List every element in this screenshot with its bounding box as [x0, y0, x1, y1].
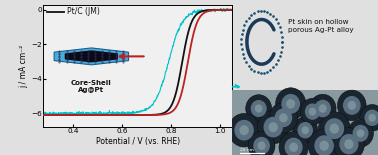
- Text: Pt/C (JM): Pt/C (JM): [67, 7, 100, 16]
- FancyBboxPatch shape: [232, 90, 378, 155]
- Circle shape: [281, 94, 300, 114]
- Circle shape: [330, 124, 339, 134]
- Circle shape: [308, 129, 340, 155]
- Circle shape: [309, 108, 316, 116]
- Circle shape: [360, 105, 378, 131]
- Circle shape: [279, 132, 308, 155]
- Circle shape: [248, 131, 275, 155]
- Circle shape: [319, 141, 329, 151]
- X-axis label: Potential / V (vs. RHE): Potential / V (vs. RHE): [96, 137, 180, 146]
- Circle shape: [253, 137, 270, 155]
- Circle shape: [276, 88, 306, 120]
- Circle shape: [353, 125, 369, 142]
- Text: 20 nm: 20 nm: [240, 148, 254, 152]
- Circle shape: [297, 122, 313, 138]
- Polygon shape: [54, 48, 129, 65]
- Circle shape: [343, 96, 361, 115]
- Circle shape: [357, 129, 364, 137]
- Circle shape: [246, 95, 272, 122]
- Circle shape: [319, 104, 327, 113]
- Polygon shape: [65, 50, 118, 62]
- Circle shape: [268, 122, 278, 132]
- Text: Pt skin on hollow
porous Ag-Pt alloy: Pt skin on hollow porous Ag-Pt alloy: [288, 19, 353, 33]
- Circle shape: [285, 138, 303, 155]
- Circle shape: [234, 120, 254, 141]
- Circle shape: [348, 120, 373, 147]
- Circle shape: [257, 110, 289, 144]
- Circle shape: [251, 100, 267, 117]
- Circle shape: [338, 90, 366, 121]
- Circle shape: [274, 108, 292, 127]
- Circle shape: [255, 104, 263, 113]
- Circle shape: [324, 118, 344, 139]
- Circle shape: [333, 128, 364, 155]
- Circle shape: [289, 143, 298, 152]
- Circle shape: [228, 113, 260, 147]
- Circle shape: [309, 94, 336, 123]
- Circle shape: [319, 112, 350, 146]
- Circle shape: [263, 117, 283, 137]
- Circle shape: [305, 103, 320, 120]
- Circle shape: [344, 139, 353, 149]
- Circle shape: [369, 114, 376, 122]
- Circle shape: [239, 125, 249, 135]
- Circle shape: [269, 103, 297, 133]
- Circle shape: [286, 99, 295, 109]
- Circle shape: [293, 117, 318, 144]
- Circle shape: [257, 141, 266, 150]
- Circle shape: [314, 100, 331, 117]
- Circle shape: [300, 98, 325, 125]
- Text: Core-Shell
Ag@Pt: Core-Shell Ag@Pt: [71, 80, 112, 93]
- Circle shape: [302, 126, 309, 134]
- Circle shape: [279, 113, 288, 122]
- Circle shape: [364, 110, 378, 126]
- Circle shape: [347, 101, 356, 110]
- Circle shape: [339, 134, 358, 154]
- Y-axis label: j / mA cm⁻²: j / mA cm⁻²: [20, 44, 29, 88]
- Circle shape: [314, 135, 334, 155]
